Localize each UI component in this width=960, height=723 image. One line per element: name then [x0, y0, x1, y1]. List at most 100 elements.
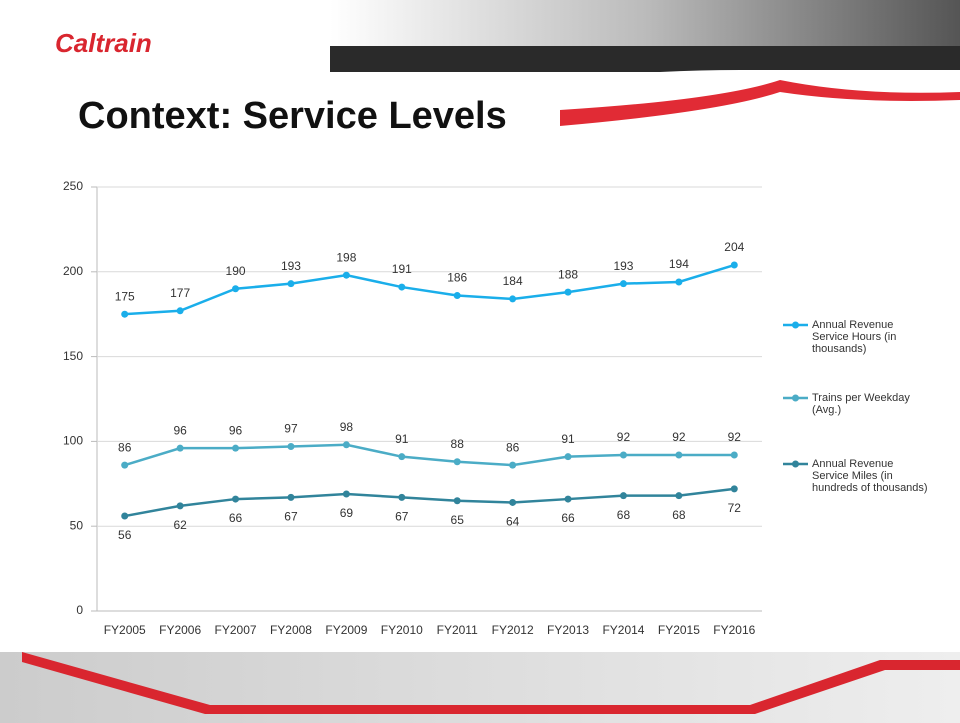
data-label: 69: [340, 506, 354, 520]
data-label: 193: [613, 259, 633, 273]
data-point: [287, 442, 295, 450]
data-point: [398, 493, 406, 501]
data-label: 92: [617, 430, 631, 444]
legend-marker: [792, 394, 799, 402]
data-label: 91: [561, 432, 575, 446]
x-tick-label: FY2016: [713, 623, 755, 637]
data-label: 72: [728, 501, 742, 515]
x-tick-label: FY2012: [492, 623, 534, 637]
x-tick-label: FY2005: [104, 623, 146, 637]
data-point: [730, 451, 738, 459]
data-label: 86: [506, 440, 520, 454]
data-label: 198: [336, 250, 356, 264]
y-tick-label: 50: [70, 518, 84, 532]
data-label: 194: [669, 257, 689, 271]
data-point: [619, 492, 627, 500]
series-line: [124, 487, 735, 518]
x-tick-label: FY2006: [159, 623, 201, 637]
data-point: [453, 292, 461, 300]
data-label: 184: [503, 274, 523, 288]
data-point: [398, 453, 406, 461]
data-point: [675, 492, 683, 500]
data-point: [675, 451, 683, 459]
data-point: [232, 285, 240, 293]
data-label: 92: [672, 430, 686, 444]
data-point: [564, 453, 572, 461]
data-label: 177: [170, 286, 190, 300]
x-tick-label: FY2013: [547, 623, 589, 637]
y-tick-label: 100: [63, 434, 83, 448]
data-point: [232, 444, 240, 452]
data-point: [176, 502, 184, 510]
data-label: 92: [728, 430, 742, 444]
data-point: [509, 498, 517, 506]
data-label: 96: [173, 423, 187, 437]
data-point: [342, 271, 350, 279]
data-point: [453, 497, 461, 505]
dark-band: [330, 46, 960, 72]
legend-entry: Annual Revenue Service Hours (in thousan…: [812, 319, 897, 355]
x-tick-label: FY2010: [381, 623, 423, 637]
data-point: [730, 261, 738, 269]
legend-entry: Annual Revenue Service Miles (in hundred…: [812, 458, 928, 494]
data-label: 188: [558, 267, 578, 281]
data-point: [287, 493, 295, 501]
data-point: [619, 451, 627, 459]
data-point: [176, 307, 184, 315]
data-point: [509, 295, 517, 303]
data-label: 62: [173, 518, 187, 532]
data-label: 68: [617, 508, 631, 522]
x-tick-label: FY2015: [658, 623, 700, 637]
data-point: [176, 444, 184, 452]
data-point: [398, 283, 406, 291]
legend-entry: Trains per Weekday (Avg.): [812, 392, 910, 416]
data-label: 67: [395, 510, 409, 524]
x-tick-label: FY2008: [270, 623, 312, 637]
series-line: [124, 263, 735, 316]
data-point: [121, 310, 129, 318]
data-point: [619, 280, 627, 288]
data-point: [121, 461, 129, 469]
data-point: [730, 485, 738, 493]
logo: Caltrain: [55, 28, 152, 58]
slide-title: Context: Service Levels: [78, 95, 507, 137]
data-point: [342, 441, 350, 449]
data-point: [675, 278, 683, 286]
series-line: [124, 443, 735, 467]
data-point: [564, 495, 572, 503]
data-label: 98: [340, 420, 354, 434]
data-label: 67: [284, 510, 298, 524]
red-swoosh: [560, 80, 960, 126]
x-tick-label: FY2011: [437, 623, 478, 637]
data-point: [232, 495, 240, 503]
data-label: 190: [226, 264, 246, 278]
data-label: 204: [724, 240, 744, 254]
data-label: 186: [447, 271, 467, 285]
y-tick-label: 150: [63, 349, 83, 363]
y-tick-label: 200: [63, 264, 83, 278]
data-label: 97: [284, 422, 298, 436]
data-label: 64: [506, 515, 520, 529]
data-point: [564, 288, 572, 296]
y-tick-label: 250: [63, 179, 83, 193]
data-label: 175: [115, 289, 135, 303]
data-label: 91: [395, 432, 409, 446]
data-label: 56: [118, 528, 132, 542]
x-tick-label: FY2007: [215, 623, 257, 637]
data-label: 193: [281, 259, 301, 273]
data-label: 68: [672, 508, 686, 522]
data-label: 86: [118, 440, 132, 454]
x-tick-label: FY2014: [602, 623, 644, 637]
data-label: 66: [561, 511, 575, 525]
left-margin: [0, 0, 20, 650]
legend-marker: [792, 460, 799, 468]
data-label: 66: [229, 511, 243, 525]
y-tick-label: 0: [76, 603, 83, 617]
data-point: [509, 461, 517, 469]
x-tick-label: FY2009: [325, 623, 367, 637]
top-band: [330, 0, 960, 46]
data-point: [453, 458, 461, 466]
data-label: 65: [451, 513, 465, 527]
